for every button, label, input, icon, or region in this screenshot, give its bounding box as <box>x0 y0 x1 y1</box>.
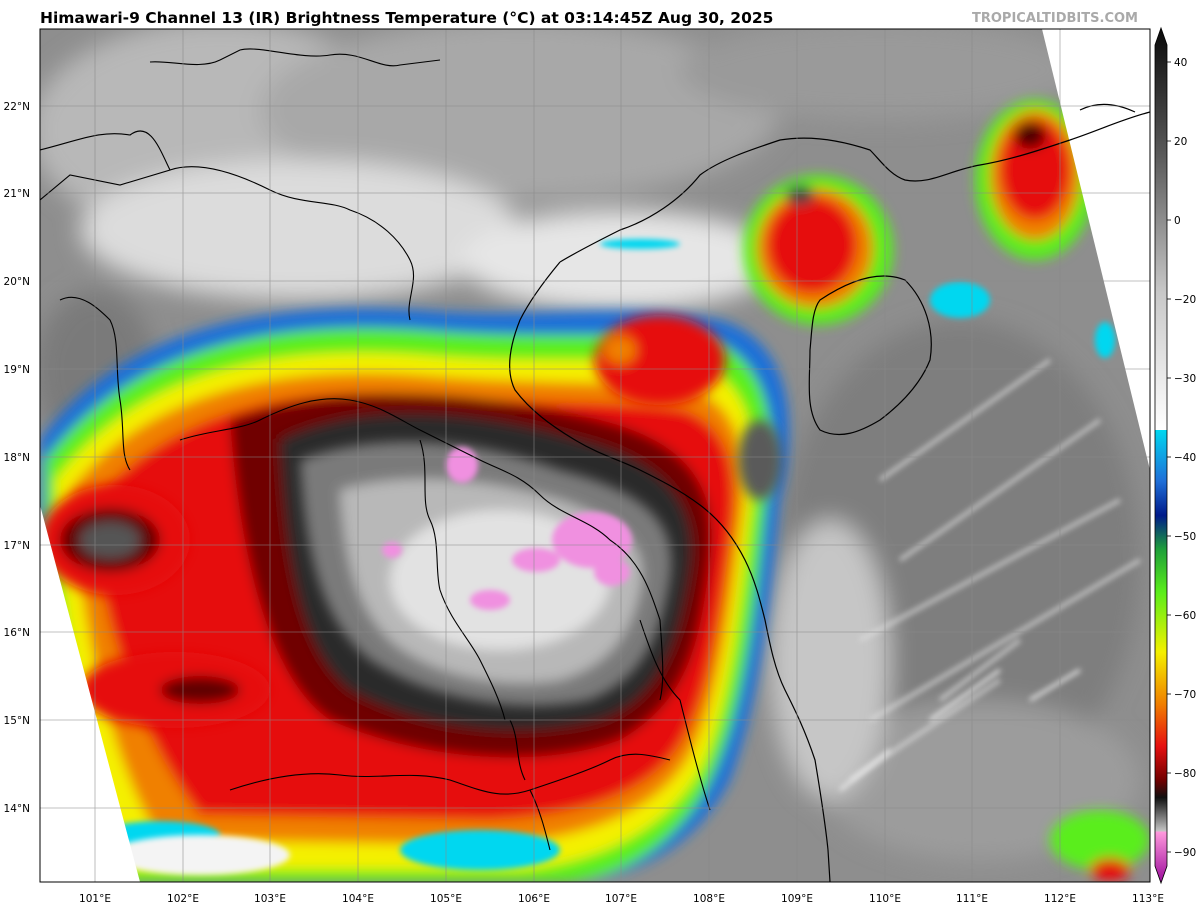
lat-label: 17°N <box>4 540 30 552</box>
colorbar-tick: 0 <box>1174 215 1181 227</box>
lon-label: 107°E <box>605 893 637 905</box>
borders <box>40 48 711 851</box>
lon-label: 109°E <box>781 893 813 905</box>
map-title: Himawari-9 Channel 13 (IR) Brightness Te… <box>40 9 774 27</box>
coastlines <box>509 103 1150 882</box>
map-frame <box>39 28 1151 883</box>
lat-label: 20°N <box>4 276 30 288</box>
lat-label: 19°N <box>4 364 30 376</box>
colorbar-tick: −30 <box>1174 373 1196 385</box>
lon-label: 105°E <box>430 893 462 905</box>
colorbar-tick: −70 <box>1174 689 1196 701</box>
colorbar-tick: 40 <box>1174 57 1187 69</box>
longitude-axis: 101°E 102°E 103°E 104°E 105°E 106°E 107°… <box>79 893 1164 905</box>
lat-label: 22°N <box>4 101 30 113</box>
colorbar: 40 20 0 −20 −30 −40 −50 −60 −70 −80 −90 <box>1154 26 1196 885</box>
lon-label: 111°E <box>956 893 988 905</box>
colorbar-tick: −20 <box>1174 294 1196 306</box>
lon-label: 104°E <box>342 893 374 905</box>
lat-label: 14°N <box>4 803 30 815</box>
colorbar-tick: −40 <box>1174 452 1196 464</box>
lat-label: 16°N <box>4 627 30 639</box>
no-data-region-east <box>1042 29 1150 470</box>
lon-label: 110°E <box>869 893 901 905</box>
lon-label: 108°E <box>693 893 725 905</box>
credit-watermark: TROPICALTIDBITS.COM <box>972 11 1138 26</box>
lon-label: 101°E <box>79 893 111 905</box>
gridlines <box>40 29 1150 882</box>
lat-label: 18°N <box>4 452 30 464</box>
lon-label: 112°E <box>1044 893 1076 905</box>
lon-label: 103°E <box>254 893 286 905</box>
lon-label: 102°E <box>167 893 199 905</box>
latitude-axis: 14°N 15°N 16°N 17°N 18°N 19°N 20°N 21°N … <box>4 101 30 815</box>
lat-label: 21°N <box>4 188 30 200</box>
colorbar-tick: −90 <box>1174 847 1196 859</box>
satellite-imagery <box>40 29 1150 882</box>
colorbar-tick: −50 <box>1174 531 1196 543</box>
no-data-region-west <box>40 505 140 882</box>
lat-label: 15°N <box>4 715 30 727</box>
lon-label: 106°E <box>518 893 550 905</box>
lon-label: 113°E <box>1132 893 1164 905</box>
colorbar-tick: 20 <box>1174 136 1187 148</box>
colorbar-tick: −60 <box>1174 610 1196 622</box>
colorbar-tick: −80 <box>1174 768 1196 780</box>
colorbar-scale <box>1154 26 1168 885</box>
